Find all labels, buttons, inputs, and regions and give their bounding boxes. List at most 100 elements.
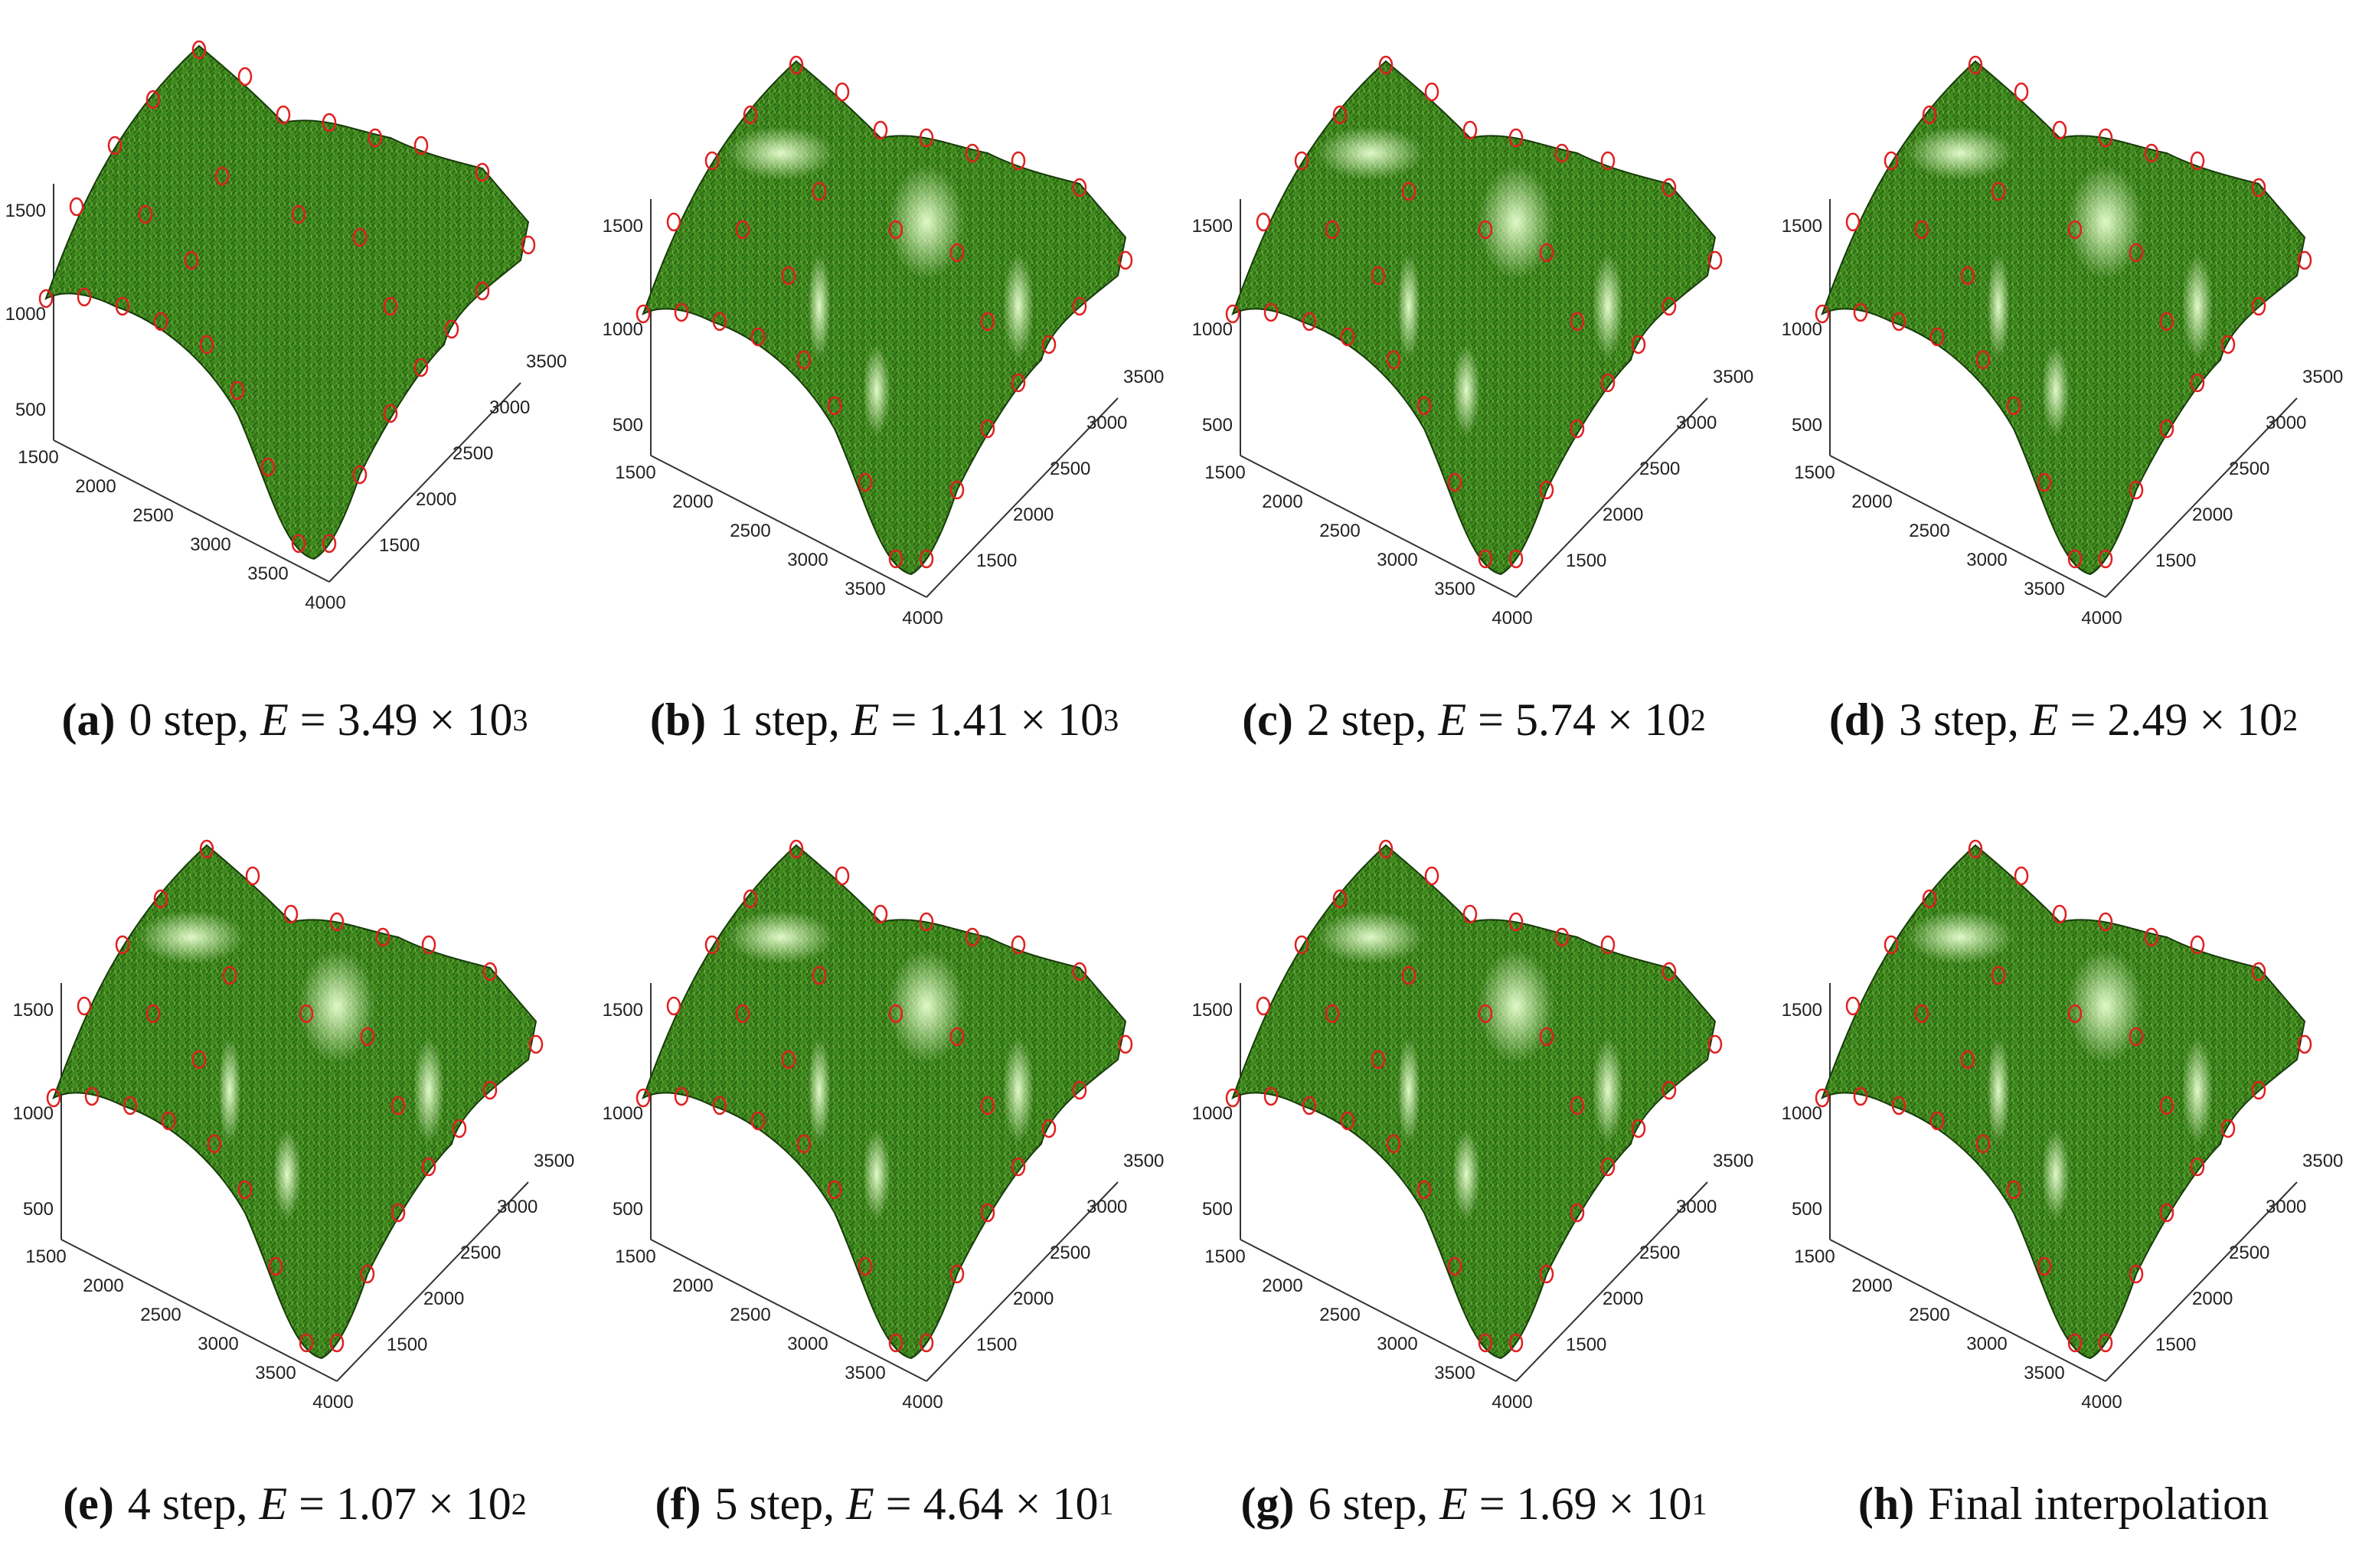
control-point-marker — [352, 465, 368, 485]
control-point-marker — [919, 128, 934, 148]
x-tick-label: 3000 — [1966, 1334, 2007, 1354]
subfigure-caption: (f) 5 step, E = 4.64 × 10 1 — [590, 1458, 1179, 1550]
surface-highlight — [1987, 253, 2010, 360]
control-point-marker — [980, 419, 995, 439]
subfigure-label: (g) — [1240, 1478, 1295, 1529]
control-point-marker — [123, 1096, 138, 1116]
y-tick-label: 3500 — [1123, 367, 1164, 387]
subfigure-panel: 500 1000 1500 1500 2000 2500 3000 3500 4000 1500 2… — [590, 0, 1179, 784]
y-tick-label: 3000 — [1086, 1197, 1127, 1217]
x-tick-label: 2500 — [730, 521, 770, 541]
control-point-marker — [1845, 996, 1861, 1016]
y-tick-label: 1500 — [2155, 1334, 2196, 1355]
control-point-marker — [812, 965, 827, 985]
control-point-marker — [858, 472, 873, 492]
control-point-marker — [835, 82, 850, 102]
surface-highlight — [2042, 1129, 2070, 1220]
subfigure-label: (f) — [655, 1478, 701, 1529]
control-point-marker — [1325, 1004, 1340, 1024]
subfigure-label: (d) — [1828, 694, 1886, 745]
z-tick-label: 1000 — [603, 319, 643, 340]
subfigure-caption: (d) 3 step, E = 2.49 × 10 2 — [1769, 674, 2358, 766]
control-point-marker — [1975, 350, 1991, 370]
control-point-marker — [184, 250, 199, 270]
control-point-marker — [980, 312, 995, 332]
control-point-marker — [704, 151, 720, 171]
control-point-marker — [919, 912, 934, 932]
control-point-marker — [1294, 935, 1309, 955]
control-point-marker — [153, 312, 168, 332]
subfigure-label: (e) — [63, 1478, 114, 1529]
control-point-marker — [796, 350, 812, 370]
times-sign: × — [429, 694, 456, 745]
error-symbol: E — [1438, 694, 1467, 745]
surface-highlight — [1987, 1037, 2010, 1144]
error-symbol: E — [851, 694, 880, 745]
control-point-marker — [635, 304, 651, 324]
error-symbol: E — [259, 1478, 288, 1529]
surface-highlight — [2067, 165, 2144, 279]
control-point-marker — [2129, 480, 2144, 500]
surface-highlight — [1397, 1037, 1420, 1144]
surface-highlight — [2182, 1037, 2213, 1144]
x-tick-label: 3500 — [255, 1363, 296, 1383]
control-point-marker — [383, 403, 398, 423]
surface-highlight — [1593, 253, 1623, 360]
control-point-marker — [1072, 178, 1087, 198]
control-point-marker — [2067, 1333, 2083, 1353]
y-tick-label: 1500 — [1566, 1334, 1606, 1355]
control-point-marker — [329, 912, 345, 932]
error-exponent: 2 — [1690, 702, 1706, 737]
control-point-marker — [2067, 220, 2083, 240]
control-point-marker — [1478, 1004, 1493, 1024]
control-point-marker — [1815, 304, 1830, 324]
control-point-marker — [1539, 243, 1554, 263]
x-tick-label: 3500 — [845, 1363, 885, 1383]
control-point-marker — [2098, 1333, 2113, 1353]
y-tick-label: 3000 — [2266, 1197, 2306, 1217]
control-point-marker — [789, 55, 804, 75]
control-point-marker — [1294, 151, 1309, 171]
control-point-marker — [2037, 1256, 2052, 1276]
control-point-marker — [789, 839, 804, 859]
surface-plot: 500 1000 1500 1500 2000 2500 3000 3500 4000 1500 2… — [603, 55, 1164, 629]
control-point-marker — [1256, 996, 1271, 1016]
control-point-marker — [1225, 304, 1240, 324]
control-point-marker — [161, 1111, 176, 1131]
surface-plot: 500 1000 1500 1500 2000 2500 3000 3500 4000 1500 2… — [1782, 839, 2343, 1413]
equals-sign: = — [885, 1478, 912, 1529]
y-tick-label: 2000 — [1013, 505, 1054, 525]
x-tick-label: 2000 — [1262, 492, 1302, 512]
control-point-marker — [2129, 1027, 2144, 1047]
control-point-marker — [528, 1034, 544, 1054]
x-tick-label: 2500 — [132, 505, 173, 526]
control-point-marker — [1325, 220, 1340, 240]
y-tick-label: 2500 — [2229, 459, 2269, 479]
control-point-marker — [1424, 82, 1439, 102]
surface-highlight — [1452, 345, 1480, 436]
control-point-marker — [1914, 1004, 1929, 1024]
control-point-marker — [835, 866, 850, 886]
x-tick-label: 3000 — [1966, 550, 2007, 570]
surface-highlight — [1317, 910, 1424, 964]
control-point-marker — [69, 197, 84, 217]
y-tick-label: 3000 — [2266, 413, 2306, 433]
control-point-marker — [1539, 1027, 1554, 1047]
control-point-marker — [888, 549, 903, 569]
x-tick-label: 2500 — [1319, 521, 1360, 541]
y-tick-label: 2500 — [1050, 1243, 1090, 1263]
control-point-marker — [2006, 396, 2021, 416]
control-point-marker — [299, 1004, 314, 1024]
subfigure-caption: (a) 0 step, E = 3.49 × 10 3 — [0, 674, 590, 766]
control-point-marker — [2251, 1080, 2266, 1100]
z-tick-label: 500 — [1202, 415, 1233, 436]
control-point-marker — [1302, 312, 1317, 332]
times-sign: × — [1608, 1478, 1635, 1529]
x-tick-label: 2000 — [1851, 492, 1892, 512]
y-tick-label: 1500 — [379, 535, 420, 556]
control-point-marker — [1401, 965, 1416, 985]
x-tick-label: 2000 — [75, 476, 116, 497]
x-tick-label: 3000 — [190, 534, 230, 555]
control-point-marker — [482, 962, 498, 982]
subfigure-label: (b) — [649, 694, 707, 745]
